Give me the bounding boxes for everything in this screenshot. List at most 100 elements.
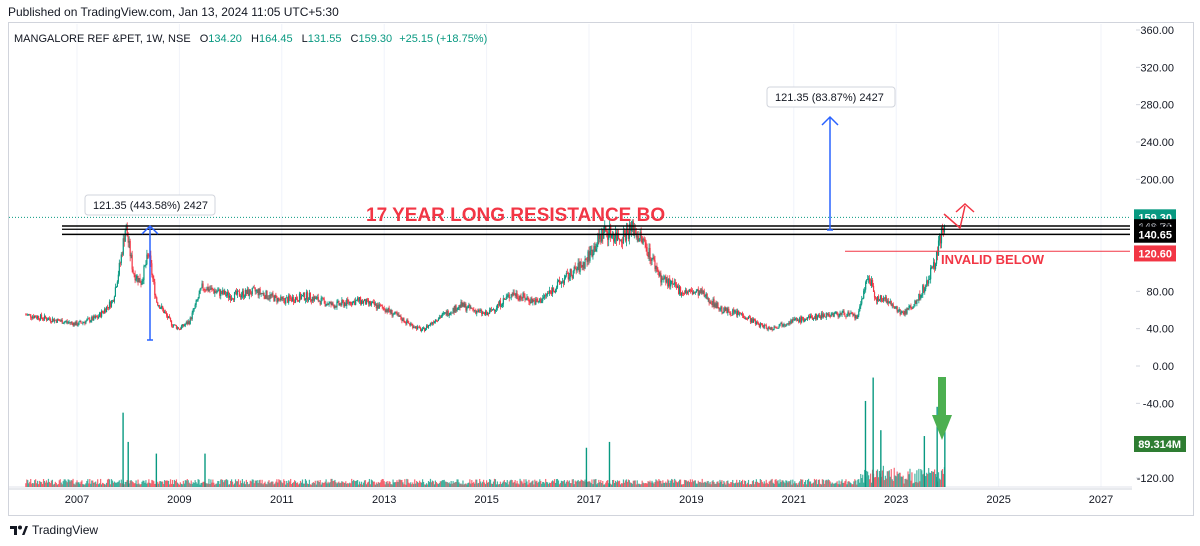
candle-body bbox=[891, 304, 893, 306]
volume-bar bbox=[279, 480, 281, 487]
candle-body bbox=[466, 308, 468, 311]
price-label-bg bbox=[1134, 226, 1176, 243]
volume-bar bbox=[128, 483, 130, 487]
volume-bar bbox=[419, 480, 421, 487]
volume-bar bbox=[58, 480, 60, 487]
volume-bar bbox=[842, 482, 844, 487]
candle-body bbox=[43, 315, 46, 320]
volume-bar bbox=[359, 483, 362, 487]
candle-body bbox=[40, 314, 43, 318]
footer-brand[interactable]: TradingView bbox=[10, 521, 98, 539]
candle-body bbox=[501, 304, 503, 307]
candle-body bbox=[721, 306, 723, 313]
candle-body bbox=[651, 258, 653, 262]
candle-body bbox=[939, 234, 942, 244]
candle-body bbox=[131, 254, 133, 270]
candle-body bbox=[345, 302, 347, 306]
candle-body bbox=[601, 229, 603, 242]
candle-body bbox=[116, 281, 118, 287]
volume-bar bbox=[391, 484, 393, 487]
volume-bar bbox=[398, 479, 400, 487]
volume-bar bbox=[56, 484, 58, 487]
volume-bar bbox=[137, 479, 139, 487]
candle-body bbox=[208, 289, 210, 291]
volume-bar bbox=[233, 483, 236, 487]
candle-body bbox=[252, 287, 254, 289]
candle-body bbox=[808, 316, 811, 319]
candle-body bbox=[204, 289, 206, 291]
volume-bar bbox=[561, 481, 564, 487]
candle-body bbox=[941, 227, 944, 230]
volume-bar bbox=[468, 482, 470, 487]
candle-body bbox=[269, 294, 271, 299]
candle-body bbox=[927, 280, 929, 284]
y-tick-label: 240.00 bbox=[1140, 137, 1174, 149]
volume-bar bbox=[617, 481, 620, 487]
candle-body bbox=[530, 298, 532, 303]
candle-body bbox=[192, 309, 194, 313]
volume-bar bbox=[815, 479, 818, 487]
candle-body bbox=[816, 316, 819, 320]
levels bbox=[9, 216, 1130, 252]
volume-bar bbox=[816, 484, 819, 487]
volume-bar bbox=[145, 480, 147, 487]
candle-body bbox=[266, 290, 268, 299]
volume-bar bbox=[762, 483, 764, 487]
volume-bar bbox=[132, 482, 134, 487]
candle-body bbox=[364, 299, 367, 305]
candle-body bbox=[849, 313, 851, 316]
volume-bar bbox=[678, 481, 680, 487]
candle-body bbox=[536, 299, 538, 301]
candle-body bbox=[627, 232, 629, 239]
candle-body bbox=[117, 274, 119, 282]
volume-bar bbox=[639, 484, 641, 487]
volume-bar bbox=[300, 482, 303, 487]
volume-bar bbox=[887, 471, 889, 487]
volume-bar bbox=[868, 475, 870, 487]
volume-bar bbox=[342, 481, 344, 487]
candle-body bbox=[312, 297, 314, 301]
volume-bar bbox=[27, 480, 29, 487]
volume-bar bbox=[782, 480, 784, 487]
volume-bar bbox=[28, 483, 30, 487]
volume-bar bbox=[720, 481, 722, 487]
volume-bar bbox=[369, 484, 372, 487]
candle-body bbox=[868, 278, 870, 280]
volume-bar bbox=[800, 479, 802, 487]
candle-body bbox=[451, 312, 453, 314]
candle-body bbox=[494, 309, 497, 312]
candle-body bbox=[230, 296, 232, 301]
volume-bar bbox=[244, 484, 246, 487]
volume-bar bbox=[81, 480, 83, 487]
candle-body bbox=[559, 283, 562, 284]
candle-body bbox=[631, 221, 633, 227]
volume-bar bbox=[604, 484, 606, 487]
candle-body bbox=[715, 303, 717, 309]
volume-bar bbox=[836, 481, 838, 487]
candle-body bbox=[247, 289, 249, 296]
candle-body bbox=[897, 310, 899, 312]
candle-body bbox=[127, 236, 129, 243]
volume-bar bbox=[761, 481, 763, 487]
candle-body bbox=[672, 280, 674, 285]
candle-body bbox=[226, 294, 228, 296]
volume-bar bbox=[238, 484, 241, 487]
volume-bar bbox=[629, 482, 631, 487]
candle-body bbox=[680, 292, 683, 296]
volume-bar bbox=[855, 480, 857, 487]
candle-body bbox=[82, 322, 84, 324]
volume-bar bbox=[781, 480, 783, 487]
volume-bar bbox=[314, 480, 316, 487]
volume-bar bbox=[404, 479, 406, 487]
volume-bar bbox=[918, 468, 920, 487]
volume-bar bbox=[179, 482, 181, 487]
candle-body bbox=[347, 299, 349, 302]
volume-bar bbox=[837, 484, 839, 487]
volume-bar bbox=[223, 482, 225, 487]
volume-bar bbox=[37, 480, 39, 487]
volume-bar bbox=[549, 482, 551, 487]
candle-body bbox=[160, 308, 162, 310]
candle-body bbox=[697, 289, 699, 296]
candle-body bbox=[92, 316, 94, 321]
